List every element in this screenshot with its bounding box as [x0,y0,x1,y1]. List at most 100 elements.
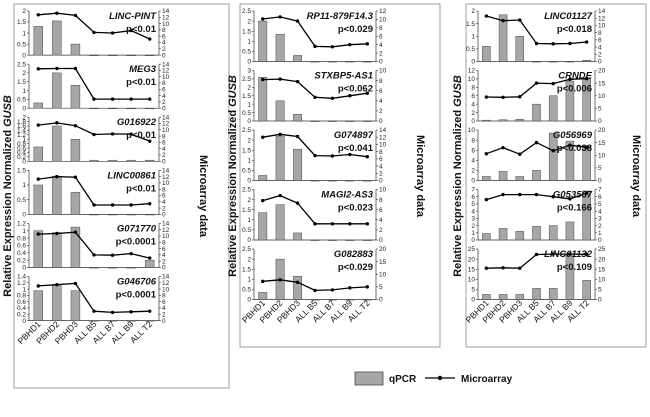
qpcr-bar-7 [362,299,372,301]
left-tick-label: 20 [468,256,476,263]
left-tick-label: 4 [471,101,475,108]
qpcr-bar-6 [565,253,575,300]
microarray-point-5 [330,288,335,292]
qpcr-bar-7 [582,59,591,62]
right-tick-label: 12 [162,174,170,181]
microarray-point-5 [110,97,115,101]
left-tick-label: 15 [468,266,476,273]
left-tick-label: 2.5 [242,8,251,15]
qpcr-bar-5 [548,132,558,181]
left-tick-label: 25 [468,246,476,253]
left-tick-label: 0 [471,297,475,304]
qpcr-bar-2 [498,294,508,300]
qpcr-bar-2 [52,232,62,268]
left-tick-label: 0.2 [17,257,26,264]
microarray-point-6 [348,222,352,226]
microarray-point-4 [534,81,539,85]
left-tick-label: 1.2 [17,280,26,287]
right-tick-label: 4 [598,44,602,51]
p-value: p<0.166 [557,203,592,214]
right-tick-label: 10 [598,277,606,284]
qpcr-bar-3 [515,176,525,181]
left-tick-label: 3 [471,216,475,223]
left-tick-label: 2 [247,256,251,263]
qpcr-bar-4 [310,120,320,122]
left-axis-gene-1: GUSB [2,95,14,127]
microarray-point-3 [518,192,522,197]
right-tick-label: 6 [162,193,166,200]
left-tick-label: 0.8 [17,293,26,300]
gene-name: STXBP5-AS1 [314,71,373,82]
qpcr-bar-4 [89,54,99,56]
left-tick-label: 1 [471,230,475,237]
right-tick-label: 0 [379,237,383,244]
right-tick-label: 1 [598,230,602,237]
qpcr-bar-3 [70,192,81,215]
left-tick-label: 0.2 [17,154,26,161]
qpcr-bar-6 [345,299,355,301]
left-tick-label: 2.5 [242,76,251,83]
left-tick-label: 2.5 [242,246,251,253]
left-tick-label: 1.5 [242,207,251,214]
microarray-point-3 [73,175,78,179]
right-tick-label: 4 [379,217,383,224]
microarray-point-1 [36,177,40,181]
right-tick-label: 6 [162,33,166,40]
right-tick-label: 2 [379,170,383,177]
qpcr-bar-2 [498,119,508,122]
qpcr-bar-7 [145,54,155,56]
microarray-point-7 [148,139,152,143]
right-tick-label: 0 [162,318,166,325]
charts: 00.511.5202468101214LINC-PINTp<0.0100.51… [16,8,606,346]
right-tick-label: 0 [379,297,383,304]
right-tick-label: 6 [162,140,166,147]
left-tick-label: 1.5 [242,266,251,273]
microarray-point-6 [348,152,352,157]
right-tick-label: 4 [162,252,166,259]
right-tick-label: 5 [598,201,602,208]
left-tick-label: 0 [22,159,26,166]
qpcr-bar-3 [515,119,525,122]
microarray-point-4 [534,252,539,257]
microarray-point-3 [518,18,522,22]
microarray-point-6 [348,42,352,47]
qpcr-bar-5 [327,239,337,241]
microarray-point-4 [92,203,96,207]
left-tick-label: 2 [471,110,475,117]
right-tick-label: 14 [162,168,170,175]
left-tick-label: 2 [22,114,26,121]
microarray-point-7 [148,201,152,206]
qpcr-bar-1 [33,102,43,109]
right-tick-label: 10 [162,21,170,28]
microarray-point-2 [501,19,505,23]
left-axis-text-1: Relative Expression Normalized [2,127,14,297]
right-tick-label: 10 [162,180,170,187]
microarray-point-6 [129,203,133,207]
microarray-point-3 [518,266,522,270]
left-tick-label: 1.4 [17,274,26,281]
microarray-point-5 [551,252,555,256]
right-tick-label: 14 [162,221,170,228]
left-tick-label: 1.6 [17,123,26,130]
microarray-point-6 [129,132,133,136]
left-tick-label: 0.5 [17,97,26,104]
left-tick-label: 5 [471,201,475,208]
right-tick-label: 4 [379,98,383,105]
microarray-point-1 [484,152,489,156]
left-tick-label: 0 [22,212,26,219]
left-tick-label: 7 [471,187,475,194]
microarray-point-2 [278,278,282,282]
left-tick-label: 1 [22,286,26,293]
right-tick-label: 14 [162,274,170,281]
left-tick-label: 8 [471,137,475,144]
microarray-point-2 [278,132,282,137]
right-tick-label: 0 [379,59,383,66]
gene-name: G071770 [117,223,157,234]
panel-frame-2 [239,3,441,348]
right-tick-label: 10 [379,271,387,278]
qpcr-bar-6 [126,54,136,56]
